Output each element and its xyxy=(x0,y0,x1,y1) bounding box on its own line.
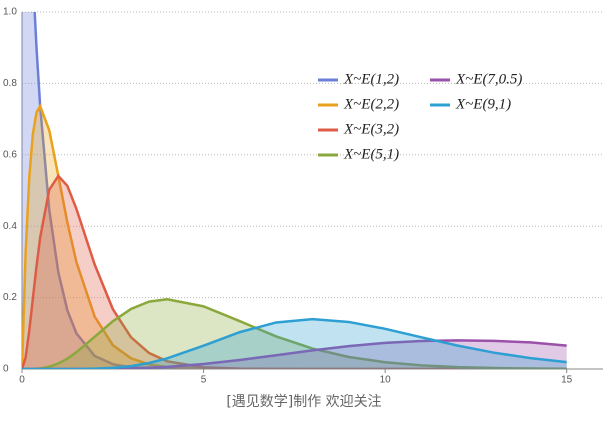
area xyxy=(22,299,567,369)
y-tick-label: 0.4 xyxy=(3,221,17,232)
legend-label: X~E(5,1) xyxy=(343,146,399,162)
legend-label: X~E(9,1) xyxy=(455,96,511,112)
line xyxy=(22,317,567,369)
x-tick-label: 5 xyxy=(201,375,207,386)
area xyxy=(22,175,567,369)
caption: [遇见数学]制作 欢迎关注 xyxy=(226,394,381,410)
legend-label: X~E(1,2) xyxy=(343,71,399,87)
y-tick-label: 1.0 xyxy=(3,7,17,18)
y-tick-label: 0 xyxy=(3,364,9,375)
x-tick-label: 15 xyxy=(561,375,573,386)
x-tick-label: 0 xyxy=(19,375,25,386)
area xyxy=(22,319,567,369)
legend-label: X~E(3,2) xyxy=(343,121,399,137)
x-tick-label: 10 xyxy=(380,375,392,386)
y-tick-label: 0.8 xyxy=(3,78,17,89)
legend-label: X~E(7,0.5) xyxy=(455,71,522,87)
y-tick-label: 0.6 xyxy=(3,149,17,160)
y-tick-label: 0.2 xyxy=(3,292,17,303)
line xyxy=(22,339,567,369)
area xyxy=(22,340,567,369)
legend-label: X~E(2,2) xyxy=(343,96,399,112)
area xyxy=(22,106,567,369)
line xyxy=(22,173,567,369)
line xyxy=(22,103,567,369)
